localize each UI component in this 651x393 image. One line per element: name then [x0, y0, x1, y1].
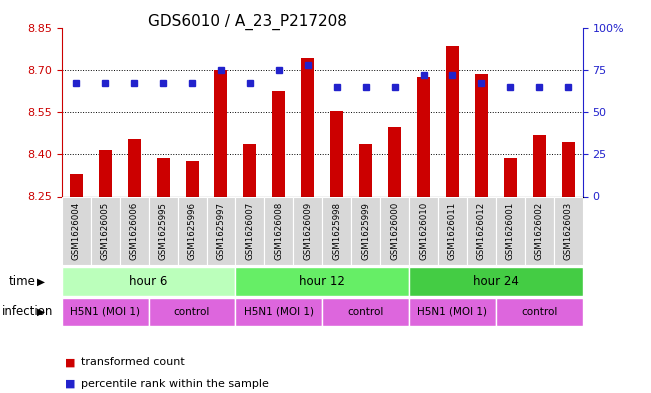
Bar	[417, 77, 430, 196]
Bar	[236, 298, 322, 326]
Text: GSM1625998: GSM1625998	[332, 202, 341, 260]
Bar	[62, 267, 236, 296]
Bar	[322, 196, 351, 265]
Bar	[388, 127, 401, 196]
Text: control: control	[348, 307, 384, 317]
Text: H5N1 (MOI 1): H5N1 (MOI 1)	[244, 307, 314, 317]
Text: GSM1625995: GSM1625995	[159, 202, 167, 260]
Bar	[525, 196, 554, 265]
Bar	[70, 174, 83, 196]
Text: control: control	[521, 307, 557, 317]
Text: ▶: ▶	[37, 276, 45, 286]
Text: hour 12: hour 12	[299, 275, 345, 288]
Text: GSM1625999: GSM1625999	[361, 202, 370, 260]
Bar	[214, 70, 227, 196]
Bar	[467, 196, 496, 265]
Text: GSM1626009: GSM1626009	[303, 202, 312, 260]
Text: H5N1 (MOI 1): H5N1 (MOI 1)	[417, 307, 488, 317]
Bar	[409, 267, 583, 296]
Text: time: time	[8, 275, 35, 288]
Text: ▶: ▶	[37, 307, 45, 317]
Bar	[206, 196, 236, 265]
Text: GSM1626006: GSM1626006	[130, 202, 139, 260]
Bar	[496, 196, 525, 265]
Bar	[186, 161, 199, 196]
Text: hour 6: hour 6	[130, 275, 168, 288]
Bar	[533, 134, 546, 196]
Bar	[178, 196, 206, 265]
Text: GSM1626002: GSM1626002	[534, 202, 544, 260]
Bar	[272, 91, 285, 196]
Text: GSM1626005: GSM1626005	[101, 202, 110, 260]
Bar	[438, 196, 467, 265]
Bar	[236, 267, 409, 296]
Bar	[294, 196, 322, 265]
Text: percentile rank within the sample: percentile rank within the sample	[81, 379, 270, 389]
Text: GSM1626012: GSM1626012	[477, 202, 486, 260]
Bar	[62, 196, 90, 265]
Text: ■: ■	[65, 357, 76, 367]
Bar	[157, 158, 170, 196]
Bar	[99, 150, 112, 196]
Bar	[446, 46, 459, 196]
Text: hour 24: hour 24	[473, 275, 519, 288]
Bar	[554, 196, 583, 265]
Text: GSM1626000: GSM1626000	[390, 202, 399, 260]
Text: GDS6010 / A_23_P217208: GDS6010 / A_23_P217208	[148, 14, 347, 30]
Bar	[562, 141, 575, 196]
Bar	[128, 139, 141, 196]
Bar	[380, 196, 409, 265]
Bar	[322, 298, 409, 326]
Bar	[264, 196, 294, 265]
Bar	[475, 74, 488, 196]
Text: GSM1626001: GSM1626001	[506, 202, 515, 260]
Text: GSM1625997: GSM1625997	[217, 202, 225, 260]
Bar	[90, 196, 120, 265]
Bar	[351, 196, 380, 265]
Text: GSM1626007: GSM1626007	[245, 202, 255, 260]
Bar	[148, 196, 178, 265]
Text: GSM1626003: GSM1626003	[564, 202, 573, 260]
Bar	[236, 196, 264, 265]
Bar	[62, 298, 148, 326]
Bar	[504, 158, 517, 196]
Text: GSM1625996: GSM1625996	[187, 202, 197, 260]
Bar	[496, 298, 583, 326]
Bar	[359, 144, 372, 196]
Bar	[148, 298, 236, 326]
Text: GSM1626011: GSM1626011	[448, 202, 457, 260]
Text: H5N1 (MOI 1): H5N1 (MOI 1)	[70, 307, 140, 317]
Bar	[330, 110, 343, 196]
Bar	[120, 196, 148, 265]
Bar	[409, 298, 496, 326]
Bar	[409, 196, 438, 265]
Text: ■: ■	[65, 379, 76, 389]
Text: infection: infection	[2, 305, 53, 318]
Bar	[301, 59, 314, 196]
Text: GSM1626008: GSM1626008	[274, 202, 283, 260]
Bar	[243, 144, 256, 196]
Text: control: control	[174, 307, 210, 317]
Text: GSM1626010: GSM1626010	[419, 202, 428, 260]
Text: transformed count: transformed count	[81, 357, 185, 367]
Text: GSM1626004: GSM1626004	[72, 202, 81, 260]
